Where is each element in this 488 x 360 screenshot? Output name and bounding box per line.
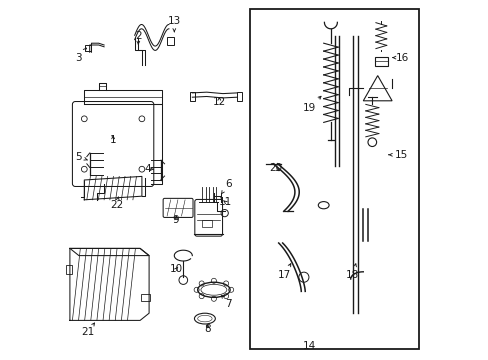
Bar — [189, 92, 195, 101]
Text: 10: 10 — [169, 264, 183, 274]
Bar — [236, 92, 242, 101]
Text: 4: 4 — [143, 164, 153, 174]
Bar — [141, 294, 149, 301]
Text: 8: 8 — [204, 324, 211, 334]
Bar — [85, 45, 91, 51]
Text: 19: 19 — [302, 96, 320, 113]
Text: 2: 2 — [135, 31, 142, 44]
Text: 13: 13 — [167, 16, 181, 32]
Text: 22: 22 — [110, 197, 123, 210]
Text: 18: 18 — [345, 264, 358, 280]
Text: 9: 9 — [172, 215, 179, 225]
Text: 5: 5 — [76, 152, 87, 162]
Text: 1: 1 — [110, 135, 116, 145]
Text: 6: 6 — [221, 179, 231, 194]
Bar — [66, 265, 72, 274]
Text: 20: 20 — [269, 163, 282, 174]
Text: 11: 11 — [219, 197, 232, 207]
Text: 3: 3 — [75, 48, 86, 63]
Text: 17: 17 — [277, 264, 290, 280]
Bar — [202, 220, 212, 227]
Text: 16: 16 — [392, 53, 408, 63]
Text: 7: 7 — [221, 295, 231, 309]
Text: 21: 21 — [81, 323, 94, 337]
Text: 12: 12 — [212, 96, 225, 107]
Bar — [167, 37, 173, 45]
Text: 14: 14 — [302, 341, 315, 351]
Text: 15: 15 — [388, 150, 407, 160]
Bar — [249, 9, 418, 349]
